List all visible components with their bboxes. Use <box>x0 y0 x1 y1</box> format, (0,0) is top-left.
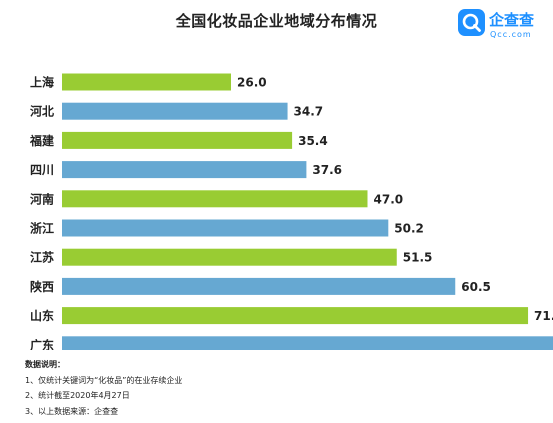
bar <box>62 277 456 295</box>
category-label: 四川 <box>30 163 54 177</box>
value-label: 34.7 <box>294 105 324 119</box>
chart-title: 全国化妆品企业地域分布情况 <box>175 12 378 30</box>
category-label: 浙江 <box>30 221 54 236</box>
bar <box>62 161 307 179</box>
category-label: 陕西 <box>30 279 54 294</box>
value-label: 71.7 <box>534 309 553 323</box>
category-label: 福建 <box>29 133 55 148</box>
bar <box>62 102 288 120</box>
bar <box>62 73 231 91</box>
notes-title: 数据说明： <box>25 360 65 369</box>
bar-chart: 上海 26.0 河北 34.7 福建 35.4 四川 37.6 河南 47.0 浙江 50.2 江苏 51… <box>29 73 553 350</box>
logo-domain: Qcc.com <box>490 30 532 39</box>
category-label: 河北 <box>29 104 54 119</box>
category-label: 山东 <box>30 308 54 323</box>
value-label: 60.5 <box>461 280 491 294</box>
bar <box>62 336 553 350</box>
notes-line-1: 1、仅统计关键词为“化妆品”的在业存续企业 <box>25 375 183 385</box>
bar <box>62 307 529 325</box>
value-label: 35.4 <box>298 134 328 148</box>
notes-line-2: 2、统计截至2020年4月27日 <box>25 391 130 400</box>
bar <box>62 248 397 266</box>
category-label: 上海 <box>30 75 54 90</box>
value-label: 47.0 <box>374 192 404 206</box>
magnifier-q-icon <box>458 9 485 36</box>
value-label: 51.5 <box>403 251 433 265</box>
category-label: 广东 <box>30 337 54 350</box>
notes-line-3: 3、以上数据来源：企查查 <box>25 406 119 416</box>
qcc-logo: 企查查 Qcc.com <box>458 8 548 48</box>
category-label: 河南 <box>29 191 54 206</box>
value-label: 37.6 <box>312 163 342 177</box>
bar <box>62 219 389 237</box>
value-label: 50.2 <box>394 222 424 236</box>
category-label: 江苏 <box>30 250 54 265</box>
bar <box>62 131 293 149</box>
logo-name: 企查查 <box>489 11 535 29</box>
bar <box>62 190 368 208</box>
value-label: 26.0 <box>237 76 267 90</box>
data-notes: 数据说明： 1、仅统计关键词为“化妆品”的在业存续企业 2、统计截至2020年4… <box>25 357 182 419</box>
